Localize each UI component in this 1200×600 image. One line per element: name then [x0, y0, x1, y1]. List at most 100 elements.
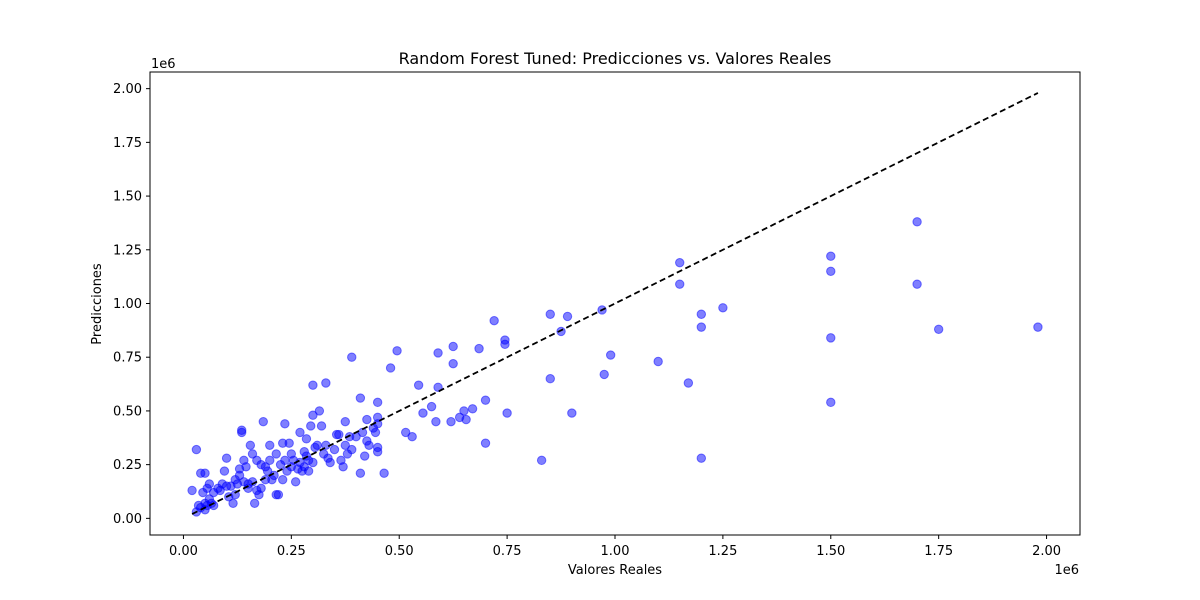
scatter-point — [280, 455, 290, 466]
scatter-point — [325, 457, 335, 468]
scatter-point — [567, 408, 577, 418]
scatter-point — [347, 352, 357, 362]
y-tick-label: 0.00 — [113, 512, 142, 527]
scatter-point — [467, 404, 478, 414]
y-axis-multiplier: 1e6 — [151, 57, 176, 72]
x-tick-label: 1.75 — [924, 544, 953, 559]
scatter-point — [355, 393, 366, 403]
scatter-point — [228, 498, 238, 509]
scatter-point — [556, 326, 566, 337]
scatter-point — [340, 416, 350, 427]
scatter-point — [295, 427, 305, 438]
scatter-point — [340, 440, 350, 450]
scatter-point — [284, 438, 294, 448]
scatter-point — [474, 343, 484, 354]
scatter-point — [355, 468, 366, 478]
x-tick-label: 0.50 — [385, 544, 414, 559]
scatter-point — [480, 438, 491, 448]
scatter-point — [502, 408, 512, 418]
scatter-point — [385, 363, 396, 373]
scatter-point — [347, 444, 357, 455]
scatter-point — [392, 346, 402, 356]
y-tick-label: 1.00 — [113, 297, 142, 312]
scatter-point — [675, 279, 685, 289]
scatter-point — [306, 421, 316, 431]
scatter-point — [258, 416, 268, 427]
scatter-point — [500, 339, 510, 350]
scatter-point — [273, 490, 284, 500]
scatter-point — [221, 453, 232, 463]
scatter-point — [237, 427, 247, 438]
scatter-point — [290, 477, 301, 487]
x-tick-label: 0.75 — [493, 544, 522, 559]
scatter-point — [448, 358, 458, 369]
scatter-point — [379, 468, 389, 478]
scatter-point — [245, 440, 256, 450]
scatter-point — [308, 457, 318, 468]
scatter-point — [696, 453, 707, 463]
ticks-layer: 0.00 0.25 0.50 0.75 1.00 1.25 1.50 1.75 2.00 0.00… — [113, 82, 1061, 559]
scatter-point — [912, 279, 922, 289]
y-tick-label: 0.50 — [113, 404, 142, 419]
scatter-point — [599, 369, 609, 380]
scatter-point — [696, 309, 707, 319]
x-axis-multiplier: 1e6 — [1054, 563, 1079, 578]
scatter-point — [316, 421, 327, 431]
scatter-point — [321, 378, 331, 388]
scatter-point — [204, 479, 215, 489]
scatter-point — [718, 303, 728, 313]
y-tick-label: 0.75 — [113, 351, 142, 366]
scatter-point — [418, 408, 428, 418]
plot-frame — [149, 71, 1081, 536]
scatter-point — [247, 449, 258, 459]
scatter-point — [696, 322, 707, 332]
scatter-point — [489, 315, 499, 326]
scatter-point — [234, 470, 245, 481]
scatter-point — [459, 406, 469, 416]
scatter-point — [187, 485, 197, 496]
scatter-point — [426, 401, 437, 412]
scatter-point — [249, 498, 260, 509]
scatter-point — [219, 466, 230, 476]
y-tick-label: 1.25 — [113, 243, 142, 258]
scatter-point — [446, 416, 456, 427]
scatter-point — [933, 324, 944, 334]
scatter-point — [256, 483, 266, 493]
scatter-point — [826, 333, 836, 343]
y-tick-label: 1.50 — [113, 190, 142, 205]
scatter-point — [312, 440, 322, 450]
scatter-point — [241, 462, 251, 472]
scatter-point — [413, 380, 424, 390]
scatter-point — [461, 414, 471, 425]
scatter-point — [360, 451, 370, 461]
scatter-point — [480, 395, 491, 405]
chart-title: Random Forest Tuned: Predicciones vs. Va… — [399, 49, 832, 68]
scatter-point — [605, 350, 616, 360]
reference-line — [191, 92, 1039, 515]
y-tick-label: 1.75 — [113, 136, 142, 151]
scatter-point — [826, 251, 836, 261]
scatter-point — [536, 455, 547, 466]
x-tick-label: 1.25 — [708, 544, 737, 559]
scatter-point — [301, 434, 312, 444]
scatter-point — [683, 378, 694, 388]
x-tick-label: 0.00 — [169, 544, 198, 559]
x-tick-label: 0.25 — [277, 544, 306, 559]
scatter-point — [653, 356, 663, 367]
scatter-point — [372, 397, 383, 408]
scatter-point — [826, 266, 836, 276]
scatter-point — [401, 427, 411, 438]
scatter-point — [262, 466, 273, 476]
scatter-point — [280, 419, 290, 429]
scatter-point — [364, 440, 374, 450]
y-axis-label: Predicciones — [90, 263, 105, 345]
scatter-point — [1033, 322, 1043, 332]
y-tick-label: 0.25 — [113, 458, 142, 473]
scatter-point — [407, 432, 417, 442]
scatter-point — [338, 462, 348, 472]
scatter-point — [370, 427, 381, 438]
x-tick-label: 1.50 — [816, 544, 845, 559]
scatter-point — [912, 217, 922, 227]
scatter-point — [433, 348, 443, 358]
scatter-point — [545, 309, 555, 319]
